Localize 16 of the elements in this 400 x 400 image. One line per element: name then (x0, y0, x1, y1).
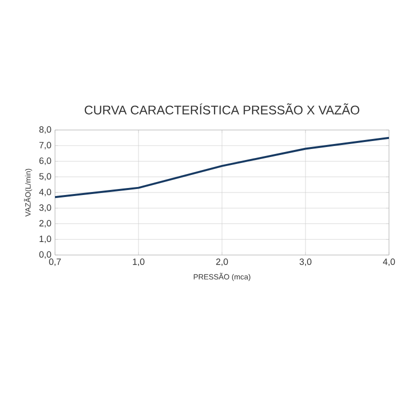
y-tick-label: 6,0 (39, 158, 52, 165)
x-tick-label: 4,0 (382, 258, 395, 266)
x-tick-label: 1,0 (132, 258, 144, 266)
y-tick-label: 1,0 (40, 236, 52, 244)
x-tick-label: 2,0 (216, 258, 228, 266)
line-series (55, 136, 389, 198)
y-tick-label: 7,0 (39, 142, 52, 150)
y-tick-label: 8,0 (39, 126, 52, 134)
y-tick-label: 0,0 (39, 251, 52, 259)
y-tick-label: 2,0 (39, 220, 52, 228)
chart-title: CURVA CARACTERÍSTICA PRESSÃO X VAZÃO (84, 103, 360, 114)
x-tick-label: 3,0 (300, 258, 312, 266)
y-tick-label: 4,0 (39, 188, 52, 196)
y-tick-label: 3,0 (39, 204, 52, 212)
x-tick-label: 0,7 (49, 258, 61, 266)
y-tick-label: 5,0 (39, 173, 52, 181)
